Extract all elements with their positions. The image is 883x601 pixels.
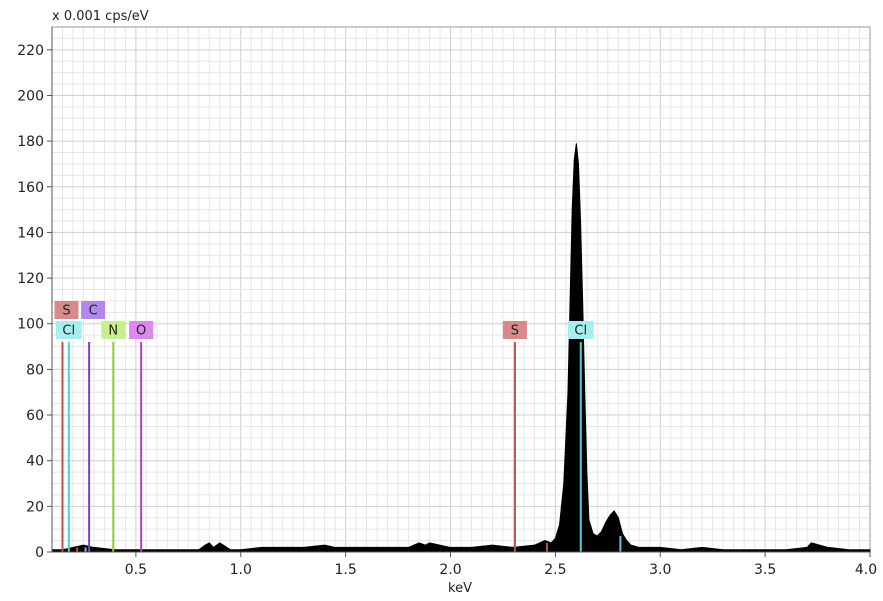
element-label-text: Cl xyxy=(62,324,75,339)
x-tick-label: 2.5 xyxy=(544,562,566,578)
element-label-text: N xyxy=(108,324,118,339)
spectrum-series xyxy=(51,143,871,553)
y-tick-label: 160 xyxy=(17,180,44,196)
x-tick-label: 1.5 xyxy=(335,562,357,578)
y-tick-label: 0 xyxy=(35,545,44,561)
element-label-box xyxy=(129,321,154,339)
y-tick-label: 80 xyxy=(26,362,44,378)
element-label-text: Cl xyxy=(574,324,587,339)
element-label-text: O xyxy=(136,324,146,339)
element-label-text: S xyxy=(511,324,519,339)
element-label-box xyxy=(101,321,126,339)
element-label-box xyxy=(567,321,594,339)
x-tick-label: 4.0 xyxy=(855,562,877,578)
y-tick-label: 220 xyxy=(17,43,44,59)
y-tick-label: 20 xyxy=(26,499,44,515)
tick-labels: 0 20 40 60 80 100 120 140 160 180 200 220 0.5 1.0 1.5 2… xyxy=(17,43,877,578)
x-axis-title: keV xyxy=(448,581,472,596)
element-label-text: S xyxy=(62,304,70,319)
element-label-box xyxy=(54,301,79,319)
y-axis-title: x 0.001 cps/eV xyxy=(52,9,149,24)
spectrum-area xyxy=(51,143,871,553)
element-label-box xyxy=(55,321,82,339)
axes xyxy=(51,27,870,553)
x-tick-label: 0.5 xyxy=(125,562,147,578)
y-tick-label: 200 xyxy=(17,88,44,104)
y-tick-label: 180 xyxy=(17,134,44,150)
element-markers: S Cl CN O S Cl xyxy=(54,301,622,552)
x-tick-label: 3.5 xyxy=(754,562,776,578)
y-tick-label: 40 xyxy=(26,454,44,470)
x-tick-label: 1.0 xyxy=(230,562,252,578)
y-tick-label: 100 xyxy=(17,317,44,333)
element-label-text: C xyxy=(89,304,98,319)
y-tick-label: 140 xyxy=(17,225,44,241)
grid xyxy=(52,26,871,552)
element-label-box xyxy=(81,301,106,319)
element-label-box xyxy=(502,321,527,339)
y-tick-label: 120 xyxy=(17,271,44,287)
x-tick-label: 2.0 xyxy=(439,562,461,578)
y-tick-label: 60 xyxy=(26,408,44,424)
x-tick-label: 3.0 xyxy=(649,562,671,578)
